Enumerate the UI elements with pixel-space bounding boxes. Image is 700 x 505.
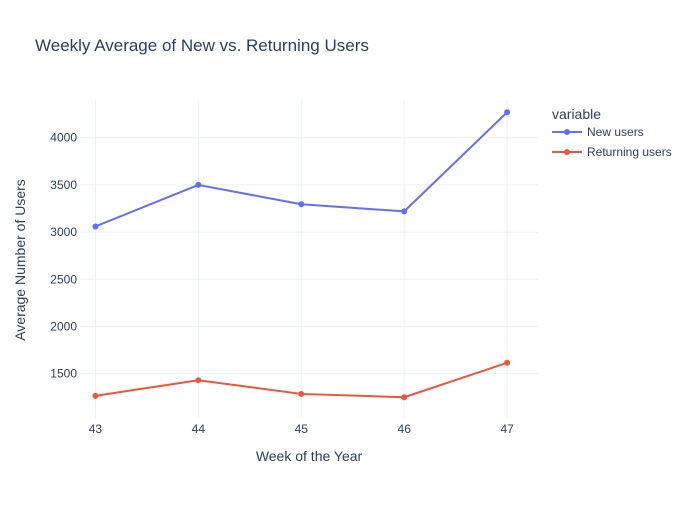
y-tick-label-2500: 2500: [50, 272, 77, 286]
x-axis-title: Week of the Year: [256, 448, 363, 464]
axis-ticks: 43 44 45 46 47 1500 2000 2500 3000 3500 4000: [50, 131, 514, 436]
legend-label-new-users: New users: [587, 125, 644, 139]
legend: variable New users Returning users: [552, 106, 672, 159]
legend-item-new-users[interactable]: New users: [552, 125, 644, 139]
x-tick-label-46: 46: [398, 422, 412, 436]
grid-lines: [80, 100, 538, 418]
y-tick-label-3500: 3500: [50, 178, 77, 192]
y-tick-label-4000: 4000: [50, 131, 77, 145]
legend-item-returning-users[interactable]: Returning users: [552, 145, 672, 159]
x-tick-label-43: 43: [89, 422, 103, 436]
data-point-new-users-45: [298, 201, 305, 208]
data-point-returning-users-44: [195, 377, 202, 384]
data-point-returning-users-45: [298, 390, 305, 397]
data-point-returning-users-46: [401, 394, 408, 401]
series-markers: [92, 109, 511, 401]
legend-title: variable: [552, 106, 601, 122]
x-tick-label-47: 47: [500, 422, 514, 436]
data-point-new-users-44: [195, 181, 202, 188]
data-point-returning-users-43: [92, 392, 99, 399]
data-point-returning-users-47: [504, 359, 511, 366]
y-axis-title: Average Number of Users: [12, 179, 28, 341]
x-tick-label-45: 45: [295, 422, 309, 436]
y-tick-label-3000: 3000: [50, 225, 77, 239]
data-point-new-users-46: [401, 208, 408, 215]
x-tick-label-44: 44: [192, 422, 206, 436]
data-point-new-users-47: [504, 109, 511, 116]
data-point-new-users-43: [92, 223, 99, 230]
y-tick-label-1500: 1500: [50, 367, 77, 381]
chart-title: Weekly Average of New vs. Returning User…: [35, 36, 369, 55]
legend-marker-returning-users: [564, 149, 570, 155]
legend-marker-new-users: [564, 129, 570, 135]
y-tick-label-2000: 2000: [50, 319, 77, 333]
legend-label-returning-users: Returning users: [587, 145, 672, 159]
